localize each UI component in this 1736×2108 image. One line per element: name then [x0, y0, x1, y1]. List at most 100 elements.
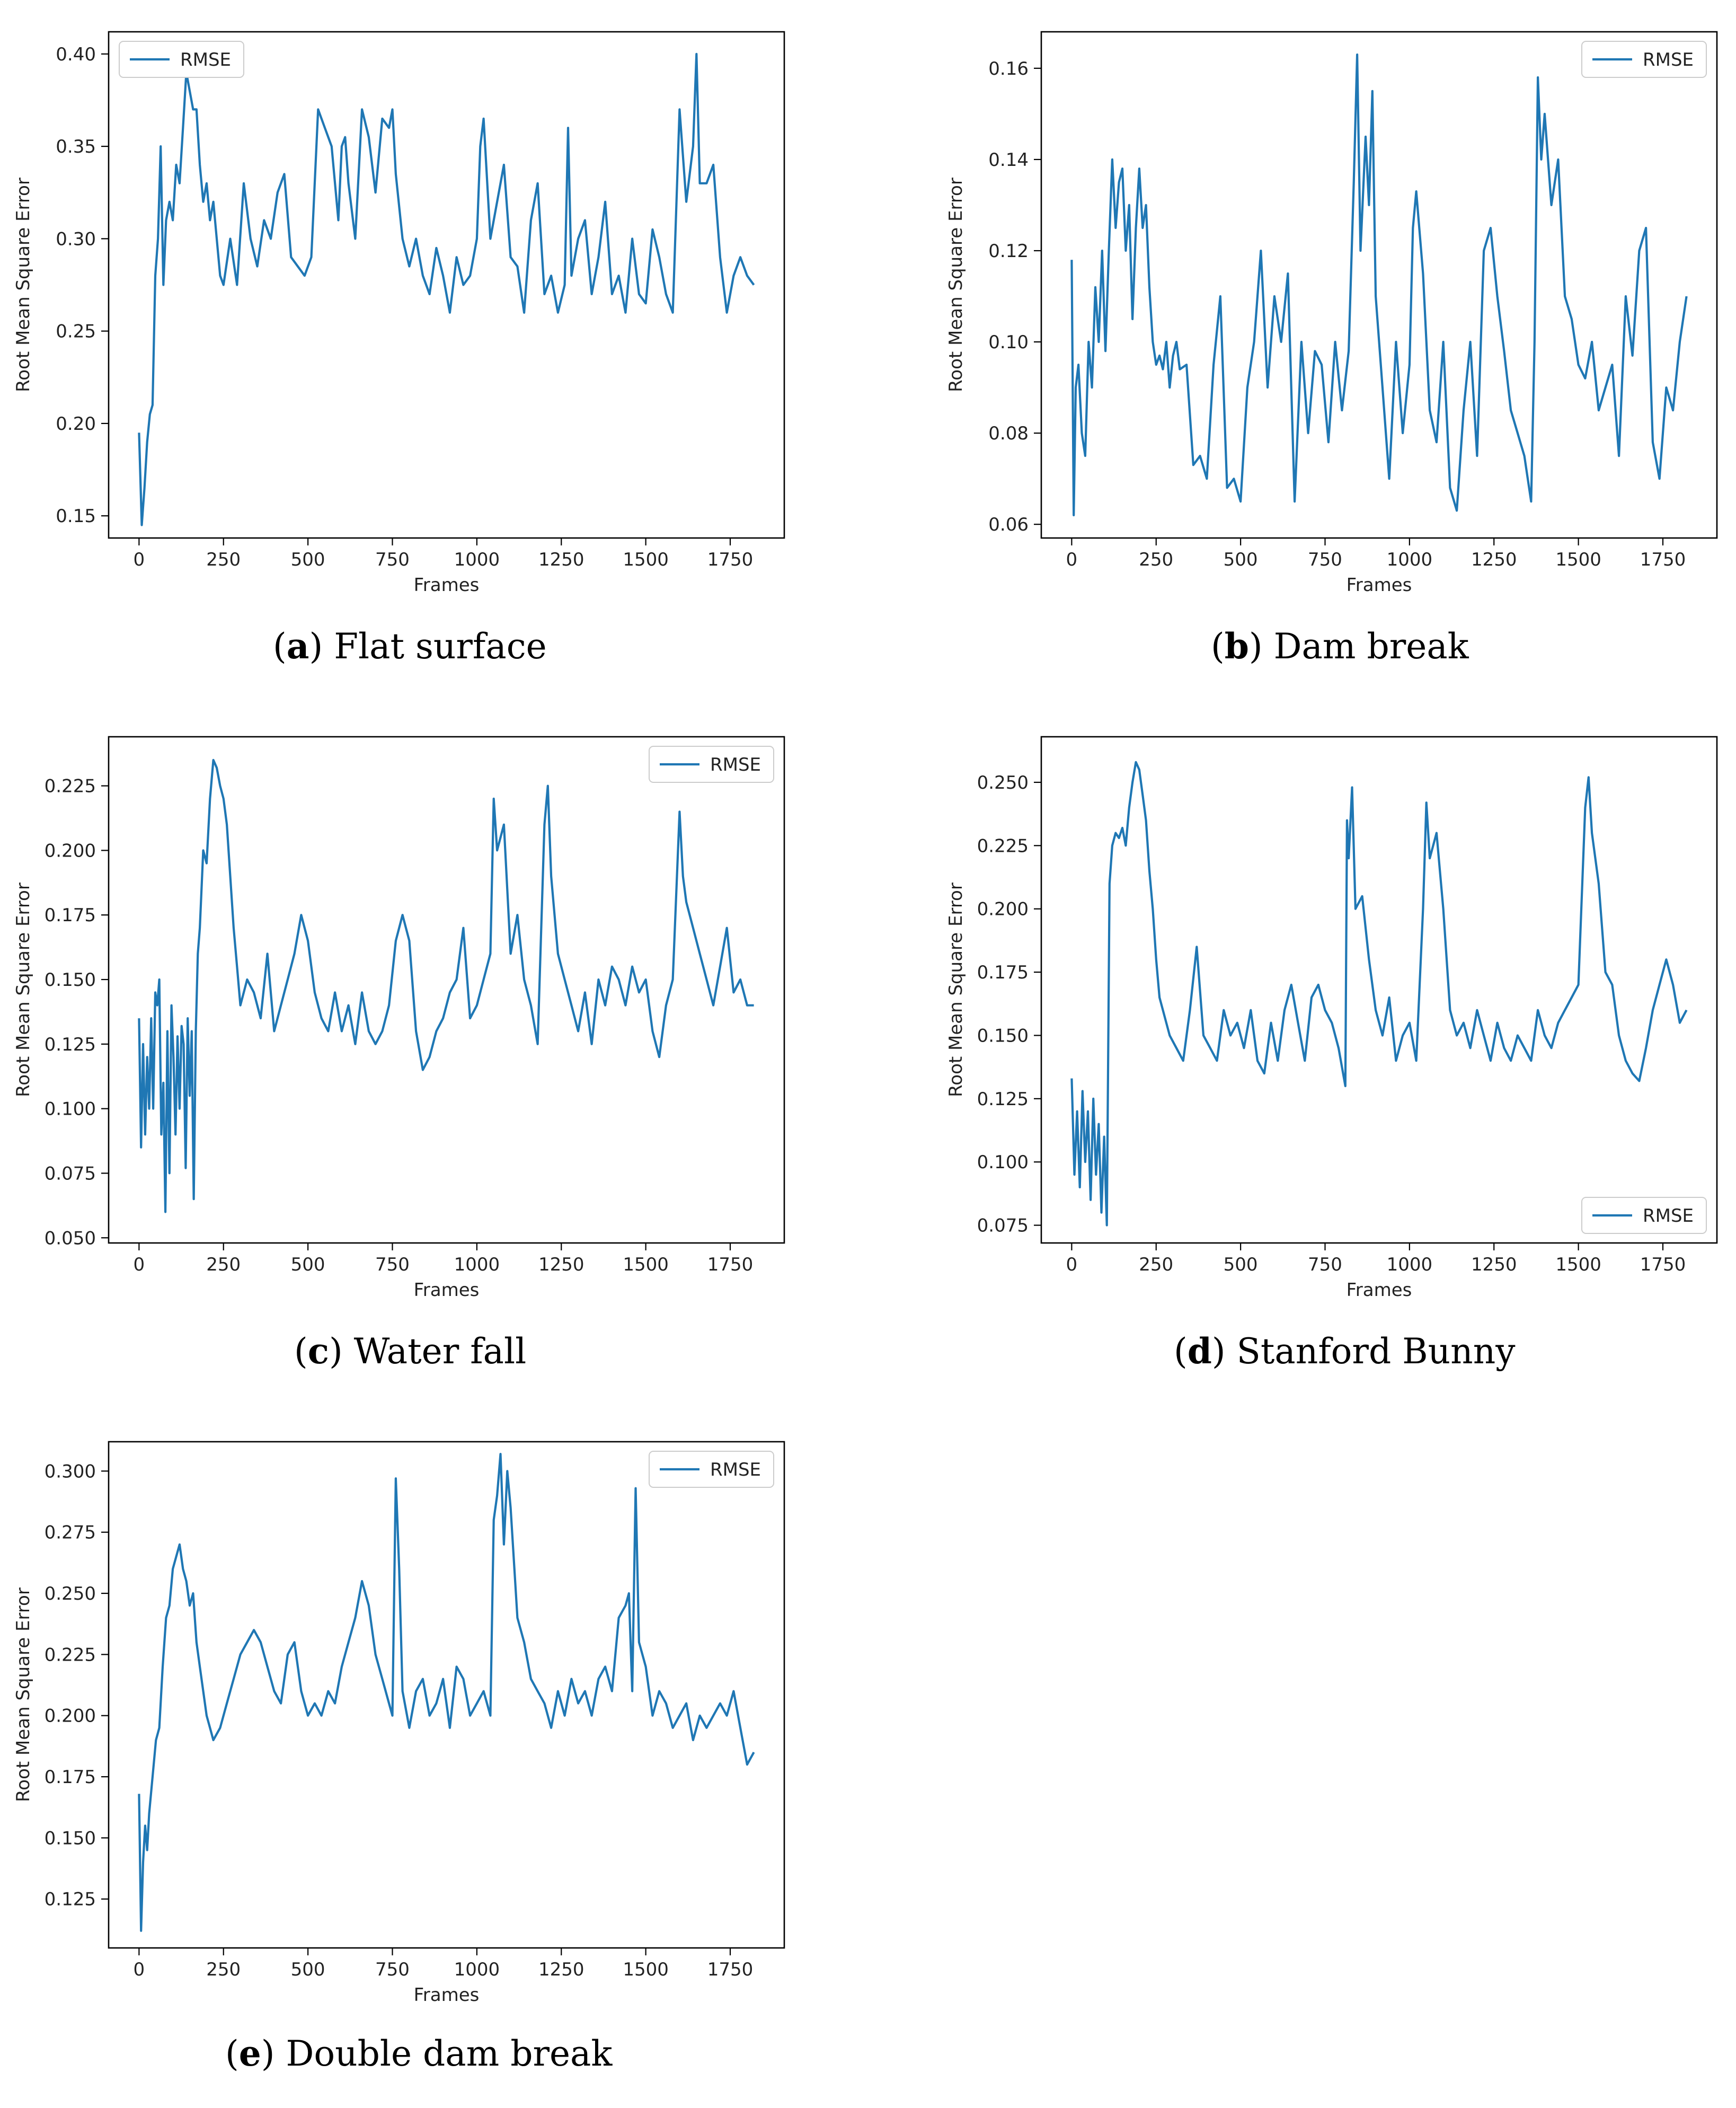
x-axis-label: Frames — [1347, 575, 1412, 596]
series-line-rmse — [138, 758, 754, 1213]
y-tick-label: 0.175 — [45, 1767, 96, 1788]
y-tick-label: 0.175 — [977, 962, 1029, 983]
x-tick-label: 1750 — [707, 1254, 754, 1275]
x-tick-label: 250 — [1139, 1254, 1173, 1275]
series-line-rmse — [1070, 53, 1688, 517]
x-tick-label: 1750 — [1640, 1254, 1686, 1275]
x-tick-label: 750 — [375, 1959, 410, 1980]
x-tick-label: 1250 — [538, 1959, 584, 1980]
plot-frame — [108, 736, 785, 1244]
x-axis-label: Frames — [414, 1280, 480, 1301]
y-tick-label: 0.075 — [977, 1215, 1029, 1237]
y-tick-label: 0.35 — [56, 136, 96, 157]
x-tick-label: 500 — [1224, 1254, 1258, 1275]
y-tick-label: 0.125 — [45, 1889, 96, 1910]
legend-frame — [1581, 1197, 1707, 1234]
x-tick-label: 1500 — [1555, 1254, 1601, 1275]
x-tick-label: 750 — [375, 1254, 410, 1275]
y-tick-label: 0.08 — [988, 423, 1029, 444]
x-tick-label: 1250 — [1471, 1254, 1517, 1275]
x-tick-label: 1000 — [1387, 549, 1433, 570]
x-tick-label: 750 — [1308, 1254, 1342, 1275]
caption-d: (d) Stanford Bunny — [1174, 1330, 1516, 1372]
chart-marks: 0 250 500 750 1000 1250 1500 1750 0.15 0.20 0.25 0.… — [13, 41, 755, 596]
caption-b: (b) Dam break — [1211, 625, 1469, 667]
series-line-rmse — [138, 1452, 755, 1932]
chart-marks: 0 250 500 750 1000 1250 1500 1750 0.075 0.100 0.12… — [945, 761, 1707, 1301]
legend-frame — [1581, 41, 1707, 78]
x-tick-label: 1750 — [1640, 549, 1686, 570]
legend-frame — [649, 1451, 774, 1488]
x-tick-label: 1750 — [707, 549, 754, 570]
y-tick-label: 0.14 — [988, 149, 1029, 171]
x-tick-label: 500 — [1224, 549, 1258, 570]
y-tick-label: 0.100 — [977, 1152, 1029, 1173]
y-tick-label: 0.300 — [45, 1461, 96, 1482]
chart-double-dam-break: 0 250 500 750 1000 1250 1500 1750 0.125 0.150 0.17… — [13, 1441, 785, 2006]
chart-marks: 0 250 500 750 1000 1250 1500 1750 0.06 0.08 0.10 0.… — [945, 41, 1707, 596]
y-tick-label: 0.200 — [45, 840, 96, 861]
x-tick-label: 0 — [1066, 1254, 1078, 1275]
x-tick-label: 250 — [206, 1254, 241, 1275]
x-tick-label: 1500 — [623, 549, 669, 570]
legend-label: RMSE — [710, 1459, 761, 1480]
y-tick-label: 0.10 — [988, 332, 1029, 353]
y-tick-label: 0.100 — [45, 1099, 96, 1120]
y-axis-label: Root Mean Square Error — [945, 178, 967, 392]
y-tick-label: 0.075 — [45, 1163, 96, 1184]
y-tick-label: 0.15 — [56, 506, 96, 527]
x-tick-label: 750 — [375, 549, 410, 570]
y-tick-label: 0.30 — [56, 228, 96, 250]
x-tick-label: 750 — [1308, 549, 1342, 570]
caption-e: (e) Double dam break — [225, 2033, 613, 2074]
legend-frame — [119, 41, 244, 78]
x-tick-label: 1750 — [707, 1959, 754, 1980]
x-tick-label: 500 — [291, 549, 325, 570]
legend-label: RMSE — [710, 754, 761, 775]
y-axis-label: Root Mean Square Error — [13, 883, 34, 1097]
chart-marks: 0 250 500 750 1000 1250 1500 1750 0.050 0.075 0.10… — [13, 746, 774, 1301]
plot-frame — [1040, 31, 1718, 539]
y-tick-label: 0.275 — [45, 1522, 96, 1543]
x-tick-label: 0 — [134, 1254, 145, 1275]
y-tick-label: 0.150 — [977, 1025, 1029, 1046]
x-tick-label: 1000 — [454, 1959, 500, 1980]
y-tick-label: 0.20 — [56, 413, 96, 435]
y-tick-label: 0.125 — [977, 1089, 1029, 1110]
y-axis-label: Root Mean Square Error — [945, 883, 967, 1097]
x-tick-label: 1500 — [1555, 549, 1601, 570]
plot-frame — [108, 1441, 785, 1949]
y-tick-label: 0.150 — [45, 1828, 96, 1849]
y-tick-label: 0.25 — [56, 321, 96, 342]
x-tick-label: 250 — [206, 1959, 241, 1980]
x-tick-label: 1000 — [454, 549, 500, 570]
series-line-rmse — [138, 52, 755, 526]
series-line-rmse — [1070, 761, 1688, 1227]
y-tick-label: 0.225 — [45, 1644, 96, 1665]
chart-flat-surface: 0 250 500 750 1000 1250 1500 1750 0.15 0.20 0.25 0.… — [13, 31, 785, 596]
caption-a: (a) Flat surface — [273, 625, 547, 667]
legend: RMSE — [1581, 1197, 1707, 1234]
x-tick-label: 250 — [1139, 549, 1173, 570]
chart-marks: 0 250 500 750 1000 1250 1500 1750 0.125 0.150 0.17… — [13, 1451, 774, 2006]
y-tick-label: 0.250 — [977, 772, 1029, 793]
y-tick-label: 0.250 — [45, 1583, 96, 1604]
legend-label: RMSE — [180, 49, 231, 70]
legend: RMSE — [649, 1451, 774, 1488]
y-tick-label: 0.050 — [45, 1228, 96, 1249]
x-axis-label: Frames — [414, 1984, 480, 2006]
y-tick-label: 0.175 — [45, 905, 96, 926]
x-tick-label: 1250 — [538, 549, 584, 570]
y-tick-label: 0.200 — [45, 1706, 96, 1727]
legend: RMSE — [119, 41, 244, 78]
plot-frame — [108, 31, 785, 539]
x-tick-label: 500 — [291, 1254, 325, 1275]
y-axis-label: Root Mean Square Error — [13, 1587, 34, 1802]
chart-water-fall: 0 250 500 750 1000 1250 1500 1750 0.050 0.075 0.10… — [13, 736, 785, 1301]
x-tick-label: 1500 — [623, 1254, 669, 1275]
y-tick-label: 0.225 — [45, 776, 96, 797]
y-axis-label: Root Mean Square Error — [13, 178, 34, 392]
x-tick-label: 250 — [206, 549, 241, 570]
caption-c: (c) Water fall — [294, 1330, 527, 1372]
legend-label: RMSE — [1643, 1205, 1694, 1227]
